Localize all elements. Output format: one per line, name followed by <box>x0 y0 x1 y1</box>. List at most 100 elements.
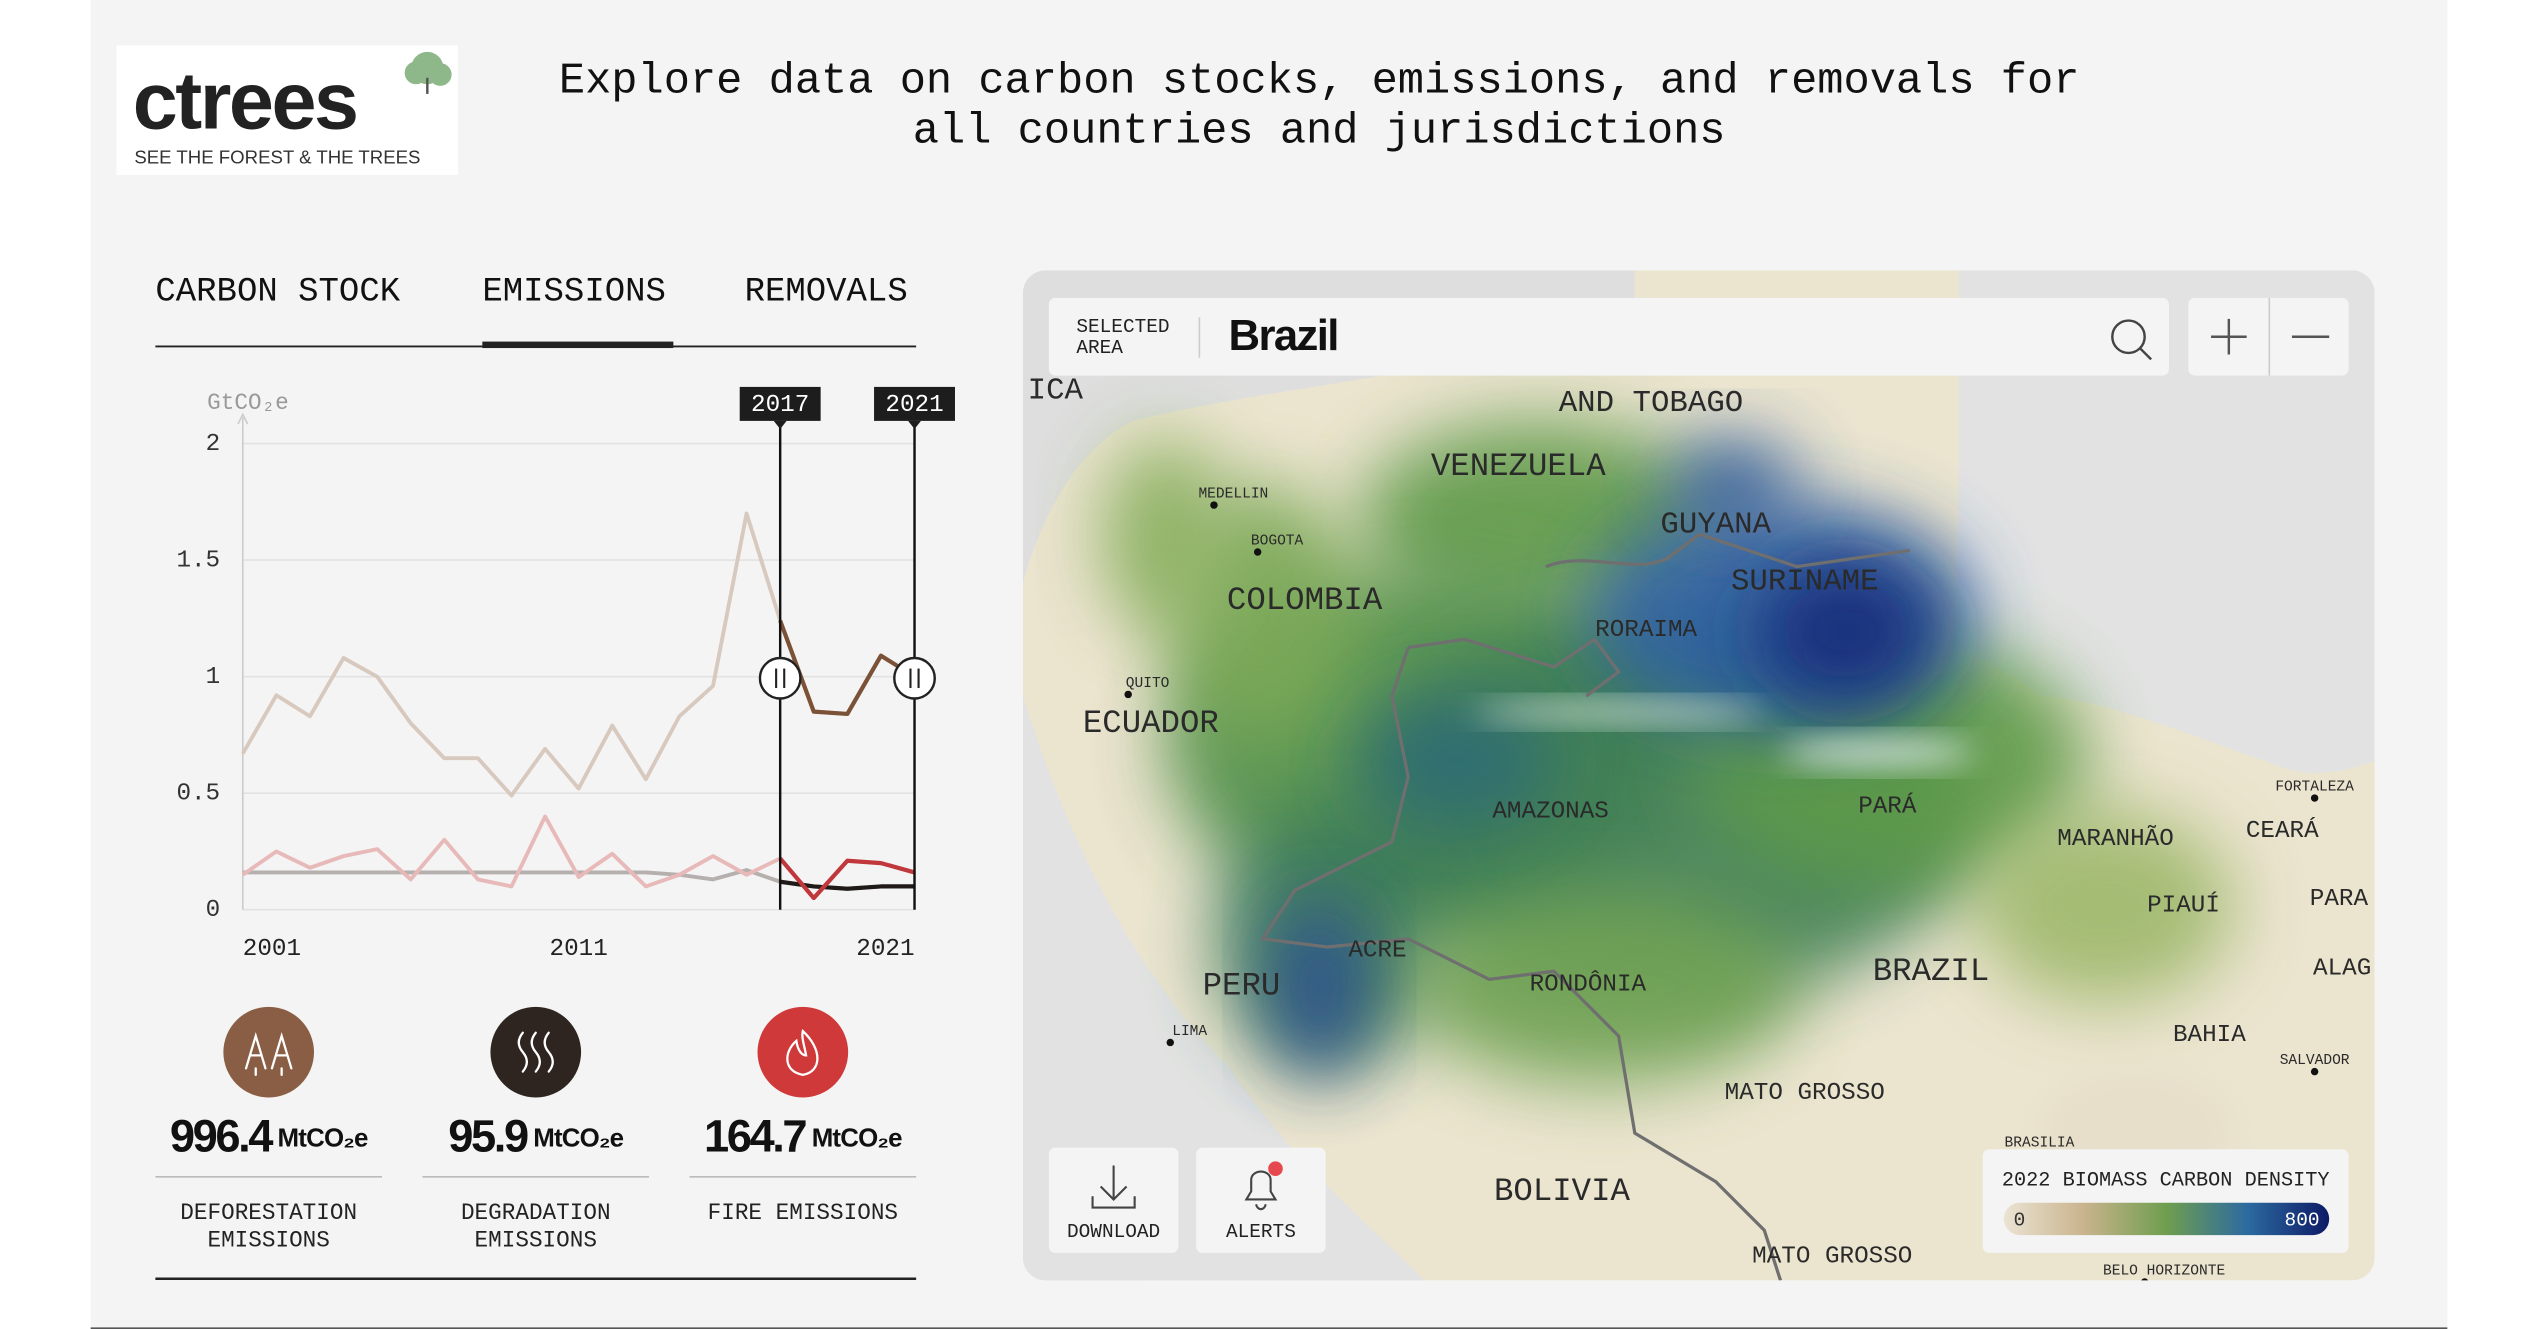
legend-min: 0 <box>2014 1210 2026 1232</box>
logo-tree <box>404 51 452 94</box>
map-biomass <box>1100 437 1231 632</box>
stat-icon-glyph <box>786 1028 819 1076</box>
x-tick-label: 2021 <box>856 936 914 963</box>
stat-icon-glyph <box>517 1031 554 1073</box>
map-label: ACRE <box>1348 938 1406 965</box>
tabs: CARBON STOCK EMISSIONS REMOVALS <box>155 273 917 349</box>
map-label: SALVADOR <box>2280 1053 2350 1069</box>
map-label: COLOMBIA <box>1227 582 1383 619</box>
map-label: PERU <box>1203 967 1281 1004</box>
zoom-controls[interactable] <box>2188 297 2349 376</box>
map-legend: 2022 BIOMASS CARBON DENSITY 0 800 <box>1982 1149 2349 1253</box>
stat-label: DEFORESTATION EMISSIONS <box>180 1201 358 1255</box>
range-label-box <box>739 386 821 421</box>
range-handle-circle <box>758 656 802 700</box>
search-icon <box>2111 319 2146 355</box>
map-label: ICA <box>1028 373 1084 408</box>
range-handle[interactable] <box>893 656 936 700</box>
range-handle[interactable] <box>758 656 802 700</box>
map-button-label: ALERTS <box>1226 1221 1296 1243</box>
map-label: MARANHÃO <box>2057 825 2173 853</box>
map-button[interactable]: ALERTS <box>1196 1147 1326 1253</box>
map-city <box>2310 794 2319 802</box>
selected-area: Brazil <box>1229 311 1338 360</box>
map-label: CEARÁ <box>2246 817 2319 845</box>
map-biomass <box>1408 890 1797 1085</box>
map-label: BELO HORIZONTE <box>2103 1264 2225 1280</box>
map-river <box>1780 739 1975 766</box>
zoom-in[interactable] <box>2211 318 2247 355</box>
tab[interactable]: EMISSIONS <box>482 273 666 311</box>
map-label: BOLIVIA <box>1494 1173 1631 1210</box>
range-handle-circle <box>893 656 936 700</box>
stat-unit: MtCO₂e <box>812 1124 902 1152</box>
search-label: SELECTED <box>1076 316 1169 338</box>
map-city <box>1253 548 1262 556</box>
search-label: AREA <box>1076 337 1123 359</box>
stat-icon-glyph <box>244 1032 293 1076</box>
tab[interactable]: CARBON STOCK <box>155 273 400 311</box>
stat-card: 996.4 MtCO₂e DEFORESTATION EMISSIONS <box>155 1006 382 1255</box>
map[interactable]: ICA AND TOBAGO VENEZUELA GUYANA SURINAME COLO… <box>1022 270 2375 1285</box>
legend-bar <box>2003 1202 2330 1236</box>
map-label: BAHIA <box>2173 1022 2246 1049</box>
stat-unit: MtCO₂e <box>533 1124 623 1152</box>
range-label: 2021 <box>885 392 943 419</box>
map-biomass <box>1359 696 1554 826</box>
map-button[interactable]: DOWNLOAD <box>1048 1147 1179 1253</box>
stat-value: 95.9 <box>448 1111 528 1162</box>
stat-unit: MtCO₂e <box>278 1124 368 1152</box>
y-tick-label: 0.5 <box>176 781 220 808</box>
map-ocean <box>1958 270 2375 773</box>
tab[interactable]: REMOVALS <box>745 273 908 311</box>
map-label: MATO GROSSO <box>1752 1244 1912 1271</box>
map-label: BOGOTA <box>1251 534 1304 550</box>
logo-tagline: SEE THE FOREST & THE TREES <box>134 147 420 168</box>
map-canvas: ICA AND TOBAGO VENEZUELA GUYANA SURINAME COLO… <box>1022 270 2375 1281</box>
legend-box <box>1982 1149 2349 1253</box>
map-biomass <box>1756 558 1935 705</box>
map-city <box>1124 690 1132 699</box>
y-axis-arrow <box>237 412 249 425</box>
stat-value-group: 164.7 MtCO₂e <box>704 1111 902 1162</box>
headline: all countries and jurisdictions <box>913 108 1726 157</box>
map-label: PIAUÍ <box>2147 891 2220 919</box>
map-label: FORTALEZA <box>2275 780 2354 796</box>
map-label: MEDELLIN <box>1198 487 1268 503</box>
map-label: PARÁ <box>1858 793 1917 821</box>
stat-label-box: DEGRADATION EMISSIONS <box>460 1201 611 1255</box>
map-label: BRAZIL <box>1873 953 1990 990</box>
map-label: RONDÔNIA <box>1530 970 1647 999</box>
stat-label-box: DEFORESTATION EMISSIONS <box>180 1201 358 1255</box>
map-label: AMAZONAS <box>1492 798 1609 825</box>
map-city <box>1166 1038 1174 1047</box>
map-label: ECUADOR <box>1083 705 1219 742</box>
logo[interactable]: ctrees SEE THE FOREST & THE TREES <box>116 45 459 175</box>
stat-value: 996.4 <box>170 1111 273 1162</box>
logo-box <box>116 45 459 175</box>
stat-label: DEGRADATION EMISSIONS <box>460 1201 611 1255</box>
tab-active-underline <box>482 341 674 349</box>
y-tick-label: 0 <box>206 897 221 924</box>
series-line-selected <box>778 857 916 901</box>
stat-value-group: 996.4 MtCO₂e <box>170 1111 368 1162</box>
search-bar-box <box>1048 297 2169 376</box>
map-label: VENEZUELA <box>1431 448 1606 485</box>
map-label: MATO GROSSO <box>1725 1080 1885 1107</box>
stat-label: FIRE EMISSIONS <box>707 1201 899 1227</box>
map-label: BRASILIA <box>2005 1136 2075 1152</box>
stat-card: 164.7 MtCO₂e FIRE EMISSIONS <box>689 1006 917 1227</box>
stat-icon <box>223 1006 315 1098</box>
headline: Explore data on carbon stocks, emissions… <box>559 58 2080 107</box>
emissions-chart: GtCO₂e 0 0.5 1 1.5 2 2001 2011 2021 2017 2021 <box>176 386 955 963</box>
map-label: GUYANA <box>1660 508 1771 543</box>
map-biomass <box>1974 809 2234 1004</box>
map-city <box>2310 1067 2319 1076</box>
map-ocean <box>1022 696 1425 1281</box>
map-button-label: DOWNLOAD <box>1067 1221 1160 1243</box>
range-label: 2017 <box>751 392 809 419</box>
map-label: LIMA <box>1172 1024 1207 1040</box>
